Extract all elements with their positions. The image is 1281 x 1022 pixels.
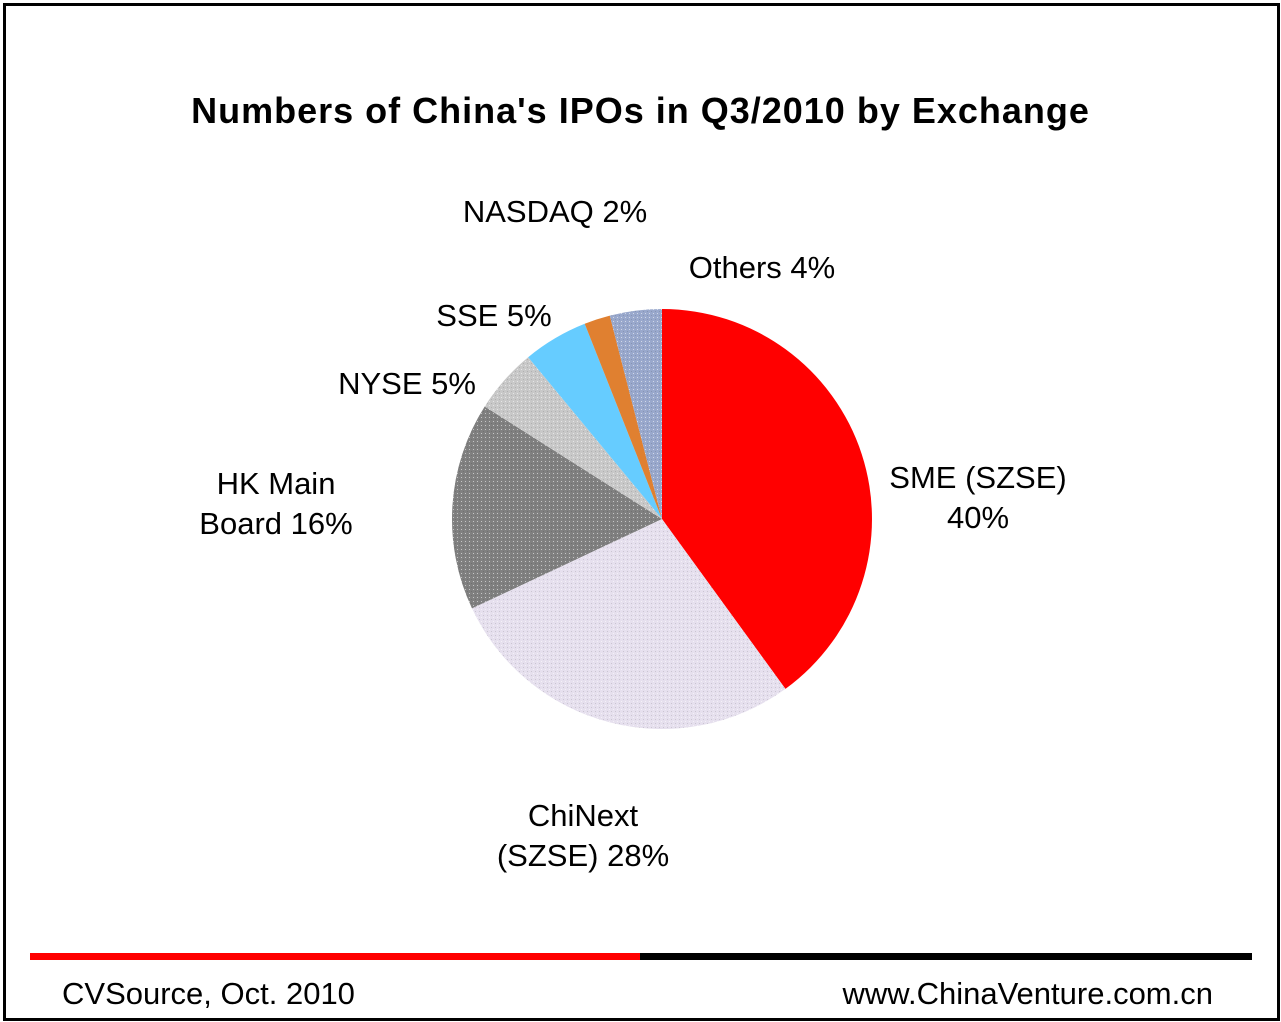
slice-label-4: SSE 5% [436,298,551,333]
slice-label-6: Others 4% [689,250,835,285]
slice-label-line: SSE 5% [436,298,551,333]
website-link[interactable]: www.ChinaVenture.com.cn [843,976,1213,1012]
source-credit: CVSource, Oct. 2010 [62,976,355,1012]
footer-divider-red [30,953,640,960]
slice-label-line: HK Main [217,466,336,501]
slice-label-1: ChiNext (SZSE) 28% [497,798,669,873]
slice-label-5: NASDAQ 2% [463,194,647,229]
slice-label-line: Board 16% [199,506,352,541]
slice-label-3: NYSE 5% [338,366,476,401]
footer-divider-black [640,953,1252,960]
slices-layer [452,309,872,729]
slice-label-line: 40% [947,500,1009,535]
slice-label-line: ChiNext [528,798,639,833]
slice-label-0: SME (SZSE) 40% [889,460,1066,535]
slice-label-line: (SZSE) 28% [497,838,669,873]
slice-label-line: SME (SZSE) [889,460,1066,495]
slice-label-line: Others 4% [689,250,835,285]
slice-label-2: HK Main Board 16% [199,466,352,541]
slice-label-line: NASDAQ 2% [463,194,647,229]
slice-label-line: NYSE 5% [338,366,476,401]
